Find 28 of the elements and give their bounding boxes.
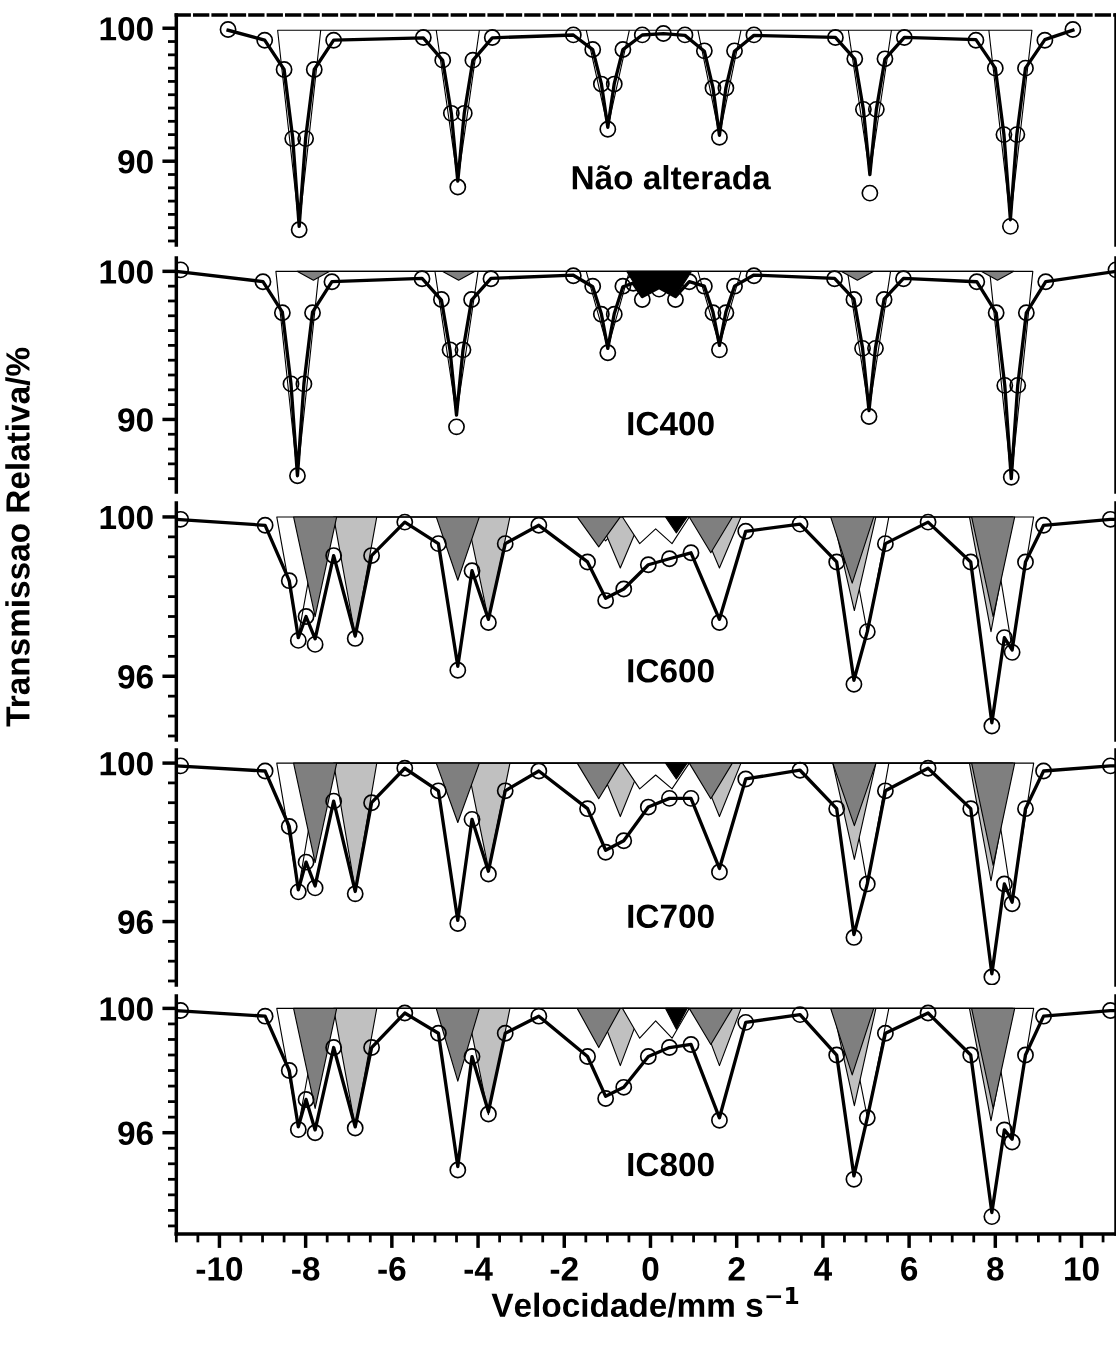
y-tick-label: 96 [118, 910, 153, 934]
x-tick-label: 2 [728, 1257, 745, 1281]
x-tick-label: -10 [196, 1257, 243, 1281]
x-tick-label: 10 [1065, 1257, 1099, 1281]
annotation: IC700 [628, 904, 714, 929]
annotation: IC800 [628, 1152, 714, 1177]
y-tick-label: 100 [100, 997, 153, 1021]
x-tick-label: -2 [550, 1257, 578, 1281]
y-tick-label: 100 [100, 505, 153, 530]
x-tick-label: -6 [378, 1257, 406, 1281]
annotation: Não alterada [572, 165, 771, 190]
y-tick-label: 90 [118, 150, 153, 174]
x-axis-title: Velocidade/mm s$^{−1}$ [491, 1287, 799, 1318]
y-tick-label: 100 [100, 17, 153, 41]
x-tick-label: 8 [987, 1257, 1004, 1281]
x-tick-label: 6 [901, 1257, 918, 1281]
annotation: IC600 [628, 658, 714, 683]
y-axis-title: Transmissao Relativa/% [5, 347, 31, 727]
x-tick-label: -8 [292, 1257, 320, 1281]
y-tick-label: 100 [100, 751, 153, 776]
y-tick-label: 100 [100, 260, 153, 284]
y-tick-label: 96 [118, 665, 153, 689]
x-tick-label: -4 [464, 1257, 493, 1281]
y-tick-label: 90 [118, 408, 153, 432]
x-tick-label: 0 [642, 1257, 659, 1281]
y-tick-label: 96 [118, 1121, 153, 1146]
annotation: IC400 [628, 411, 714, 436]
x-tick-label: 4 [814, 1257, 832, 1281]
